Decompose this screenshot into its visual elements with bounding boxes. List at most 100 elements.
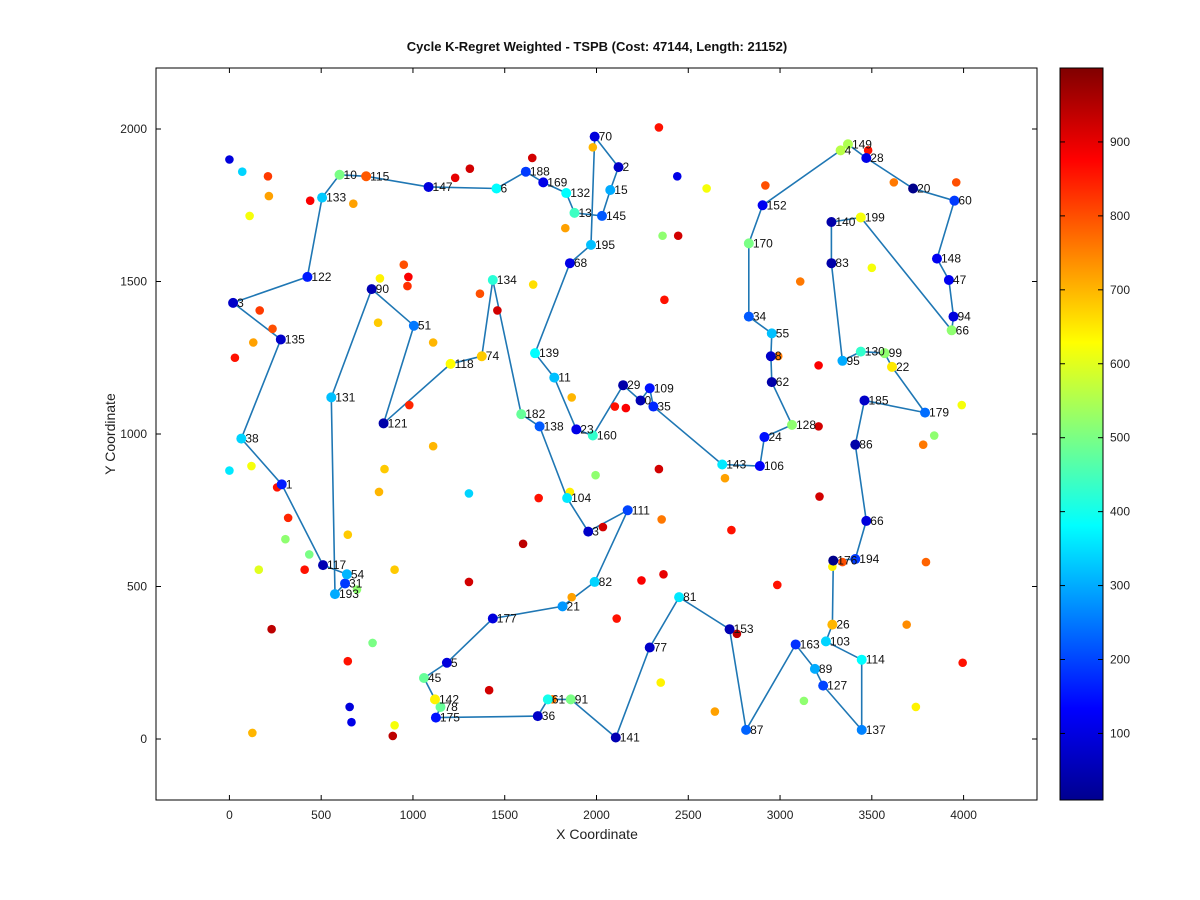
node-id-label: 163	[800, 637, 820, 651]
tour-node	[565, 694, 576, 705]
unselected-point	[450, 173, 460, 183]
tour-node	[879, 348, 890, 359]
tour-node	[491, 183, 502, 194]
colorbar-tick-label: 400	[1110, 505, 1130, 519]
unselected-point	[248, 728, 257, 738]
node-id-label: 66	[956, 323, 970, 337]
unselected-point	[428, 338, 438, 347]
unselected-point	[588, 143, 598, 152]
node-id-label: 22	[896, 360, 910, 374]
tour-node	[487, 613, 498, 624]
tour-node	[766, 328, 777, 339]
unselected-point	[598, 522, 608, 532]
tour-node	[430, 712, 441, 723]
unselected-point	[918, 440, 928, 449]
unselected-point	[867, 263, 877, 273]
tour-node	[644, 642, 655, 653]
unselected-point	[815, 492, 824, 501]
node-id-label: 195	[595, 238, 615, 252]
node-id-label: 77	[654, 641, 668, 655]
unselected-point	[373, 318, 383, 327]
colorbar-tick-label: 500	[1110, 431, 1130, 445]
node-id-label: 122	[311, 270, 331, 284]
tour-cycle-line	[231, 134, 956, 739]
node-id-label: 117	[327, 558, 346, 572]
unselected-point	[761, 181, 770, 190]
node-id-label: 3	[592, 525, 599, 539]
tour-node	[644, 383, 655, 394]
node-id-label: 104	[571, 491, 591, 505]
tour-node	[571, 424, 582, 435]
tour-node	[329, 589, 340, 600]
node-id-label: 90	[376, 282, 390, 296]
tour-node	[827, 619, 838, 630]
node-id-label: 169	[547, 175, 567, 189]
unselected-point	[772, 580, 782, 590]
node-id-label: 86	[859, 438, 873, 452]
node-id-label: 103	[830, 634, 850, 648]
node-id-label: 83	[835, 256, 849, 270]
unselected-point	[518, 539, 528, 549]
node-id-label: 47	[953, 273, 967, 287]
tour-node	[618, 380, 629, 391]
y-tick-label: 1500	[120, 275, 147, 289]
unselected-point	[267, 624, 276, 634]
tour-node	[741, 724, 752, 735]
node-id-label: 185	[868, 393, 888, 407]
tour-node	[583, 526, 594, 537]
tour-node	[887, 361, 898, 372]
unselected-point	[656, 678, 666, 687]
unselected-point	[375, 274, 385, 283]
tour-node	[341, 569, 352, 580]
unselected-point	[428, 441, 438, 451]
node-id-label: 28	[870, 151, 884, 165]
unselected-point	[475, 289, 485, 299]
unselected-point	[657, 515, 666, 524]
tour-node	[275, 334, 286, 345]
unselected-point	[710, 707, 720, 716]
node-id-label: 182	[525, 407, 545, 421]
colorbar-tick-label: 900	[1110, 135, 1130, 149]
tour-node	[613, 162, 624, 173]
x-axis-label: X Coordinate	[556, 826, 638, 842]
tour-node	[378, 418, 389, 429]
tour-node	[557, 601, 568, 612]
unselected-point	[612, 614, 621, 623]
tour-node	[569, 207, 580, 218]
unselected-point	[951, 178, 961, 187]
unselected-point	[403, 281, 412, 291]
y-tick-label: 2000	[120, 122, 147, 136]
unselected-point	[654, 123, 664, 132]
unselected-point	[814, 422, 823, 431]
colorbar	[1059, 67, 1104, 801]
tour-node	[610, 732, 621, 743]
unselected-point	[390, 720, 399, 730]
unselected-point	[799, 696, 809, 706]
tour-node	[366, 284, 377, 295]
unselected-point	[345, 702, 354, 712]
tour-node	[757, 200, 768, 211]
unselected-point	[255, 306, 265, 315]
tour-node	[920, 407, 931, 418]
node-id-label: 3	[237, 296, 244, 310]
unselected-point	[795, 277, 805, 286]
tour-node	[820, 636, 831, 647]
node-id-label: 55	[776, 326, 790, 340]
unselected-point	[225, 155, 234, 164]
node-id-label: 188	[530, 165, 550, 179]
node-id-label: 62	[776, 375, 790, 389]
unselected-point	[248, 338, 258, 347]
unselected-point	[388, 731, 398, 741]
tour-node	[724, 624, 735, 635]
node-id-label: 60	[958, 194, 972, 208]
colorbar-tick-label: 800	[1110, 209, 1130, 223]
node-id-label: 11	[558, 371, 571, 385]
node-id-label: 34	[753, 310, 767, 324]
tour-node	[532, 711, 543, 722]
unselected-point	[368, 638, 377, 648]
x-tick-label: 500	[311, 808, 331, 822]
node-id-label: 152	[767, 198, 787, 212]
tour-node	[826, 217, 837, 228]
tour-node	[835, 145, 846, 156]
tour-node	[587, 430, 598, 441]
